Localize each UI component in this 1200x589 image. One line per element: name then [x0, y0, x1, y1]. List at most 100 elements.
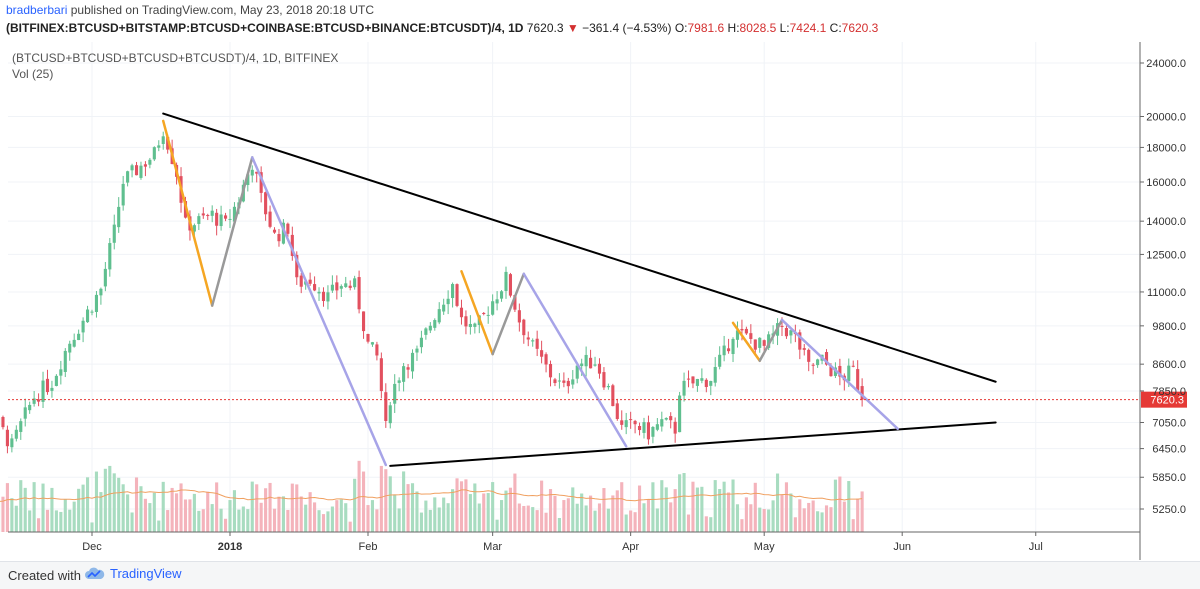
volume-bar-57	[211, 504, 214, 532]
y-tick-label-7: 9800.0	[1152, 321, 1186, 333]
volume-bar-111	[451, 489, 454, 532]
volume-bar-143	[593, 511, 596, 532]
volume-bar-105	[424, 501, 427, 532]
tradingview-brand[interactable]: TradingView	[84, 566, 182, 581]
candle-body-116	[473, 324, 476, 327]
candle-body-131	[540, 350, 543, 357]
candle-body-121	[496, 299, 499, 303]
volume-bar-168	[705, 516, 708, 532]
candle-body-44	[153, 147, 156, 159]
volume-bar-125	[513, 474, 516, 532]
candle-body-140	[580, 364, 583, 367]
volume-bar-142	[589, 496, 592, 532]
candle-body-181	[763, 340, 766, 346]
volume-bar-189	[798, 499, 801, 532]
volume-bar-176	[740, 519, 743, 532]
candle-body-12	[10, 438, 13, 447]
volume-bar-188	[794, 517, 797, 532]
open-label: O:	[675, 21, 688, 35]
volume-bar-130	[536, 510, 539, 532]
y-tick-label-12: 5850.0	[1152, 472, 1186, 484]
volume-bar-186	[785, 482, 788, 532]
candle-body-155	[647, 422, 650, 439]
candle-body-88	[349, 286, 352, 288]
volume-bar-161	[674, 489, 677, 532]
candle-body-26	[73, 340, 76, 347]
volume-bar-192	[812, 500, 815, 532]
volume-bar-115	[469, 494, 472, 532]
volume-bar-107	[433, 497, 436, 532]
volume-bar-15	[24, 488, 27, 532]
volume-bar-185	[780, 495, 783, 532]
volume-bar-172	[723, 482, 726, 532]
candle-body-71	[273, 230, 276, 233]
high-value: 8028.5	[740, 21, 777, 35]
candle-body-202	[856, 369, 859, 391]
candle-body-29	[86, 310, 89, 323]
volume-bar-61	[228, 500, 231, 532]
candle-body-152	[634, 421, 637, 424]
volume-bar-59	[220, 509, 223, 532]
candle-body-85	[335, 282, 338, 290]
volume-bar-17	[33, 482, 36, 532]
x-tick-label-0: Dec	[82, 541, 102, 553]
candle-body-127	[522, 320, 525, 335]
x-tick-label-7: Jul	[1029, 541, 1043, 553]
candle-body-122	[500, 291, 503, 298]
volume-bar-159	[665, 487, 668, 532]
price-chart[interactable]: 7620.3 24000.020000.018000.016000.014000…	[0, 38, 1200, 560]
y-tick-label-2: 18000.0	[1146, 142, 1186, 154]
candle-body-80	[313, 284, 316, 290]
created-with-text: Created with	[8, 568, 81, 583]
trendline-gray-leg-1	[212, 157, 252, 305]
volume-bar-169	[709, 517, 712, 532]
volume-bar-41	[139, 486, 142, 532]
candle-body-60	[224, 215, 227, 218]
volume-bar-75	[291, 484, 294, 532]
volume-bar-145	[602, 488, 605, 532]
volume-bar-89	[353, 479, 356, 532]
volume-bar-173	[727, 492, 730, 532]
volume-bar-45	[157, 521, 160, 532]
volume-bar-117	[478, 504, 481, 532]
candle-body-167	[700, 378, 703, 381]
volume-bar-80	[313, 502, 316, 532]
candle-body-83	[326, 292, 329, 301]
candle-body-133	[549, 364, 552, 377]
volume-bar-35	[113, 473, 116, 532]
volume-bar-146	[607, 509, 610, 532]
candle-body-130	[536, 339, 539, 349]
trendline-ascending-support	[390, 422, 995, 465]
volume-bar-137	[567, 498, 570, 532]
candle-body-102	[411, 353, 414, 372]
volume-bar-69	[264, 488, 267, 532]
volume-bar-29	[86, 477, 89, 532]
volume-bar-54	[197, 511, 200, 532]
candle-body-163	[683, 381, 686, 396]
volume-bar-153	[638, 486, 641, 532]
candle-body-186	[785, 328, 788, 336]
volume-bar-203	[861, 491, 864, 532]
tradingview-cloud-icon	[84, 567, 106, 581]
x-tick-label-4: Apr	[622, 541, 639, 553]
volume-bar-25	[68, 510, 71, 532]
symbol-name: (BITFINEX:BTCUSD+BITSTAMP:BTCUSD+COINBAS…	[6, 21, 523, 35]
candle-body-21	[50, 388, 53, 391]
volume-bar-67	[255, 484, 258, 532]
candle-body-153	[638, 426, 641, 430]
candle-body-96	[384, 392, 387, 421]
volume-bar-109	[442, 498, 445, 532]
volume-bar-18	[37, 518, 40, 532]
candle-body-54	[197, 216, 200, 224]
trendline-descending-resistance	[163, 114, 995, 382]
author-link[interactable]: bradberbari	[6, 3, 67, 17]
candle-body-22	[55, 376, 58, 386]
symbol-info: (BITFINEX:BTCUSD+BITSTAMP:BTCUSD+COINBAS…	[6, 21, 878, 35]
candle-body-147	[611, 385, 614, 406]
volume-bar-160	[669, 502, 672, 532]
volume-bar-26	[73, 502, 76, 532]
volume-bar-154	[642, 503, 645, 532]
y-tick-label-5: 12500.0	[1146, 249, 1186, 261]
volume-bar-47	[166, 510, 169, 532]
x-tick-label-6: Jun	[893, 541, 911, 553]
